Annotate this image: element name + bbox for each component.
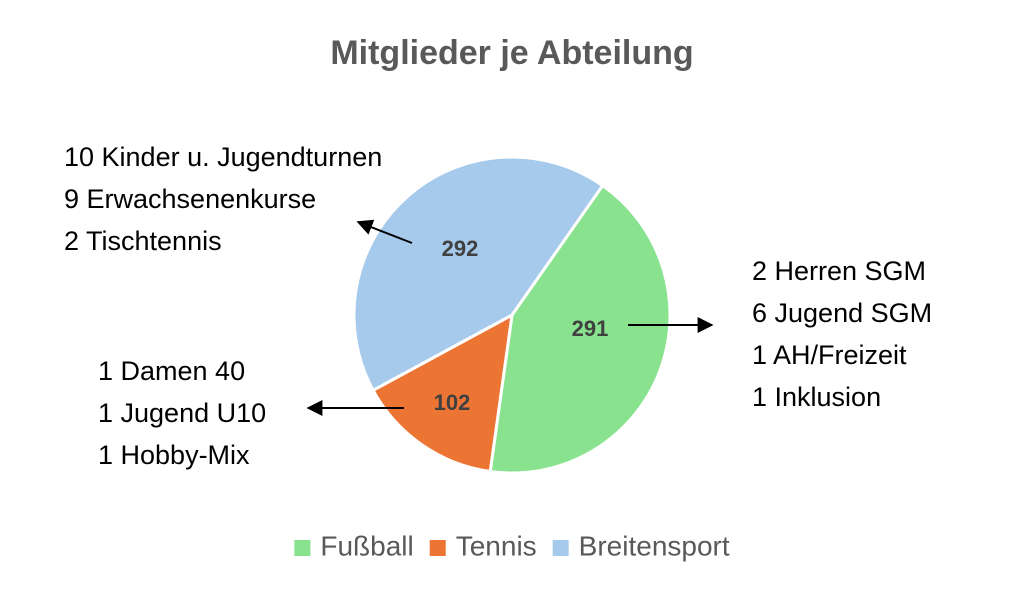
annotations: 2 Herren SGM 6 Jugend SGM 1 AH/Freizeit 1 I… (64, 142, 932, 470)
chart-title: Mitglieder je Abteilung (330, 34, 693, 72)
legend-swatch-breitensport (552, 540, 569, 556)
annotation-line-breitensport-2: 9 Erwachsenenkurse (64, 184, 316, 214)
legend-swatch-tennis (429, 540, 446, 556)
annotation-line-tennis-3: 1 Hobby-Mix (98, 440, 250, 470)
data-label-breitensport: 292 (442, 236, 479, 261)
legend-label-tennis: Tennis (456, 530, 537, 561)
annotation-line-fussball-3: 1 AH/Freizeit (752, 340, 907, 370)
pie-slice-breitensport (352, 155, 605, 392)
legend: Fußball Tennis Breitensport (294, 530, 730, 561)
legend-label-fussball: Fußball (320, 530, 413, 561)
data-label-fussball: 291 (572, 316, 609, 341)
annotation-line-tennis-1: 1 Damen 40 (98, 356, 245, 386)
annotation-line-tennis-2: 1 Jugend U10 (98, 398, 266, 428)
data-label-tennis: 102 (434, 390, 471, 415)
pie-slice-tennis (371, 313, 514, 473)
annotation-line-fussball-1: 2 Herren SGM (752, 256, 926, 286)
annotation-line-fussball-2: 6 Jugend SGM (752, 298, 932, 328)
legend-label-breitensport: Breitensport (579, 530, 730, 561)
pie-slice-fussball (488, 184, 672, 475)
data-labels: 291 102 292 (434, 236, 609, 415)
annotation-arrows (306, 219, 714, 416)
annotation-line-breitensport-3: 2 Tischtennis (64, 226, 222, 256)
annotation-line-fussball-4: 1 Inklusion (752, 382, 881, 412)
annotation-arrow-breitensport (356, 219, 413, 244)
pie-slices (352, 155, 672, 475)
legend-swatch-fussball (294, 540, 311, 556)
annotation-line-breitensport-1: 10 Kinder u. Jugendturnen (64, 142, 382, 172)
